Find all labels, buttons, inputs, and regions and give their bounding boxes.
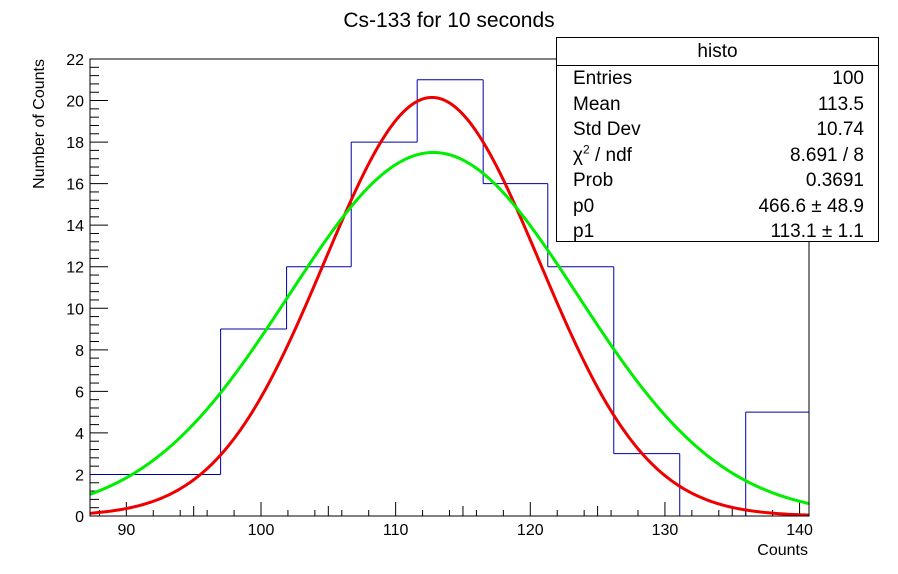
y-tick-label: 18 [66, 135, 84, 152]
chart-title: Cs-133 for 10 seconds [343, 9, 554, 32]
y-tick-label: 16 [66, 177, 84, 194]
chi-rest: / ndf [589, 144, 632, 166]
y-tick-label: 4 [75, 426, 84, 443]
y-tick-label: 20 [66, 94, 84, 111]
stats-value: 466.6 ± 48.9 [758, 195, 864, 217]
stats-row-stddev: Std Dev 10.74 [557, 117, 878, 143]
stats-label: Entries [573, 68, 633, 89]
x-tick-label: 120 [517, 522, 544, 539]
stats-value: 100 [832, 68, 864, 89]
y-tick-label: 6 [75, 384, 84, 401]
stats-label: p0 [573, 195, 595, 217]
x-tick-label: 140 [786, 522, 813, 539]
y-axis-title: Number of Counts [31, 59, 48, 189]
y-tick-label: 0 [75, 509, 84, 526]
chi-symbol: χ [573, 144, 583, 166]
y-tick-label: 10 [66, 301, 84, 318]
stats-row-p1: p1 113.1 ± 1.1 [557, 219, 878, 245]
stats-value: 0.3691 [805, 170, 864, 191]
y-tick-label: 22 [66, 52, 84, 69]
stats-label: Std Dev [573, 119, 641, 140]
stats-row-chi2: χ2 / ndf 8.691 / 8 [557, 143, 878, 169]
x-tick-label: 100 [248, 522, 275, 539]
stats-value: 113.1 ± 1.1 [770, 221, 864, 242]
stats-value: 8.691 / 8 [790, 144, 864, 166]
x-axis-title: Counts [757, 542, 808, 559]
y-tick-label: 12 [66, 260, 84, 277]
stats-row-entries: Entries 100 [557, 66, 878, 92]
stats-box: histo Entries 100 Mean 113.5 Std Dev 10.… [556, 37, 879, 242]
stats-value: 10.74 [816, 119, 864, 140]
tick-labels: 90 100 110 120 130 140 0 2 4 6 8 10 12 14 16 18 20 22 [66, 52, 813, 539]
y-tick-label: 14 [66, 218, 84, 235]
stats-box-title: histo [557, 38, 878, 66]
x-tick-label: 110 [383, 522, 409, 539]
stats-row-p0: p0 466.6 ± 48.9 [557, 194, 878, 220]
fit-curves [89, 95, 810, 517]
x-tick-label: 90 [117, 522, 135, 539]
chi-superscript: 2 [582, 142, 590, 157]
y-tick-label: 2 [75, 467, 84, 484]
stats-label: p1 [573, 221, 595, 242]
fit-curve [89, 150, 810, 506]
stats-row-mean: Mean 113.5 [557, 92, 878, 118]
plot-frame [89, 58, 810, 517]
fit-curve [89, 95, 810, 517]
stats-label: χ2 / ndf [573, 143, 632, 169]
stats-value: 113.5 [817, 93, 864, 115]
stats-row-prob: Prob 0.3691 [557, 168, 878, 194]
y-tick-label: 8 [75, 343, 84, 360]
x-tick-label: 130 [652, 522, 679, 539]
stats-label: Prob [573, 170, 614, 191]
stats-label: Mean [573, 93, 621, 115]
